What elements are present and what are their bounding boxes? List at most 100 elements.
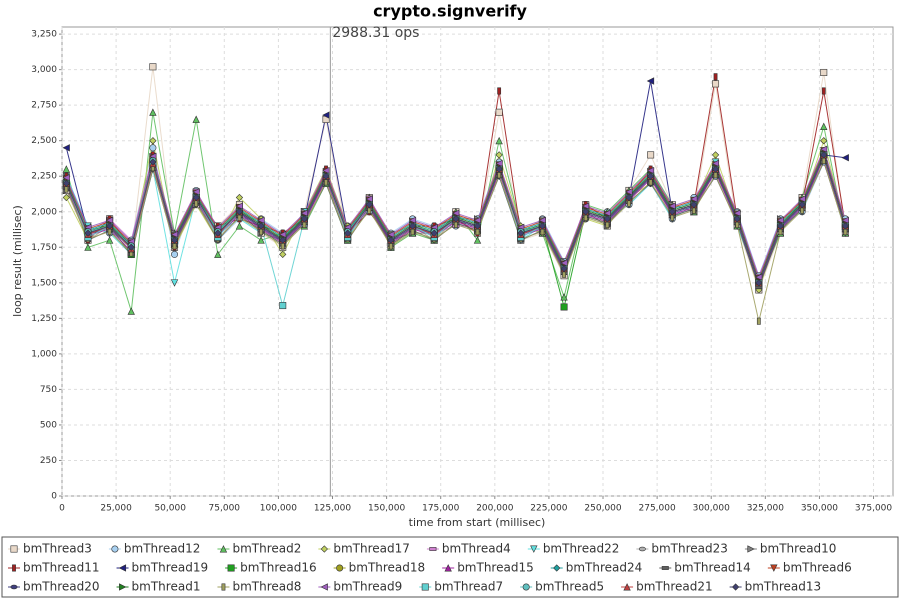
legend-label: bmThread13 [745,580,822,594]
marker [62,179,70,187]
legend-item: bmThread24 [550,561,643,575]
marker [646,77,655,85]
marker [300,215,308,223]
marker [495,136,503,145]
marker [171,250,179,258]
legend-item: bmThread23 [636,542,728,556]
marker [62,144,70,152]
marker [105,222,114,230]
legend-label: bmThread21 [636,580,713,594]
marker [444,564,452,572]
marker [776,216,784,224]
marker [214,250,222,258]
y-tick-label: 1,250 [31,314,57,324]
marker [754,273,763,281]
marker [300,209,308,217]
marker [517,229,525,237]
x-tick-label: 175,000 [422,504,459,514]
y-tick-label: 250 [40,456,57,466]
marker [387,230,395,239]
marker [841,154,849,162]
marker [560,264,568,273]
y-tick-label: 3,000 [31,65,57,75]
marker [661,566,669,570]
legend-item: bmThread15 [442,561,534,575]
legend-item: bmThread4 [426,542,511,556]
marker [713,73,718,81]
x-tick-label: 25,000 [100,504,132,514]
y-tick-label: 2,250 [31,172,57,182]
legend-item: bmThread3 [8,542,92,556]
marker [62,173,70,182]
x-tick-label: 350,000 [801,504,838,514]
marker [732,583,740,591]
marker [219,545,228,553]
x-tick-label: 275,000 [639,504,676,514]
marker [819,145,828,153]
marker [798,201,806,209]
x-tick-label: 100,000 [260,504,297,514]
y-tick-label: 2,000 [31,207,57,217]
legend-item: bmThread11 [8,561,100,575]
marker [712,80,720,88]
marker [625,193,633,202]
marker [10,584,18,590]
marker [646,166,655,175]
marker [322,172,330,180]
marker [10,545,18,553]
marker [690,201,698,209]
x-tick-label: 50,000 [154,504,186,514]
marker [711,151,720,159]
marker [279,250,287,259]
legend-label: bmThread8 [232,580,301,594]
marker [820,151,828,159]
marker [279,236,287,244]
y-tick-label: 1,750 [31,243,57,253]
marker [495,151,503,159]
legend-item: bmThread2 [217,542,301,556]
marker [430,229,438,237]
marker [776,222,785,230]
marker [322,111,330,119]
marker [668,202,676,210]
legend-label: bmThread24 [566,561,643,575]
marker [127,243,135,251]
marker [235,202,243,210]
marker [668,208,676,216]
marker [322,166,330,175]
marker [495,165,503,173]
legend-label: bmThread3 [23,542,92,556]
marker [170,279,179,287]
legend-item: bmThread9 [318,580,402,594]
marker [192,115,200,123]
marker [756,317,761,325]
marker [119,583,127,591]
legend-label: bmThread2 [232,542,301,556]
marker [647,172,655,180]
legend-item: bmThread1 [116,580,200,594]
marker [733,215,741,223]
marker [495,108,503,116]
marker [408,222,417,230]
legend-item: bmThread6 [767,561,852,575]
legend-item: bmThread14 [659,561,751,575]
legend-item: bmThread20 [8,580,100,594]
legend-item: bmThread13 [729,580,822,594]
marker [235,208,244,216]
x-tick-label: 250,000 [584,504,621,514]
marker [497,87,502,95]
marker [149,158,157,166]
marker [711,159,720,168]
marker [149,144,157,152]
marker [452,215,460,223]
marker [214,229,222,237]
marker [690,195,698,203]
marker [365,195,373,203]
marker [538,216,546,224]
marker [111,545,119,553]
marker [365,201,373,209]
legend-label: bmThread11 [23,561,100,575]
legend-label: bmThread19 [132,561,209,575]
legend-item: bmThread19 [116,561,209,575]
